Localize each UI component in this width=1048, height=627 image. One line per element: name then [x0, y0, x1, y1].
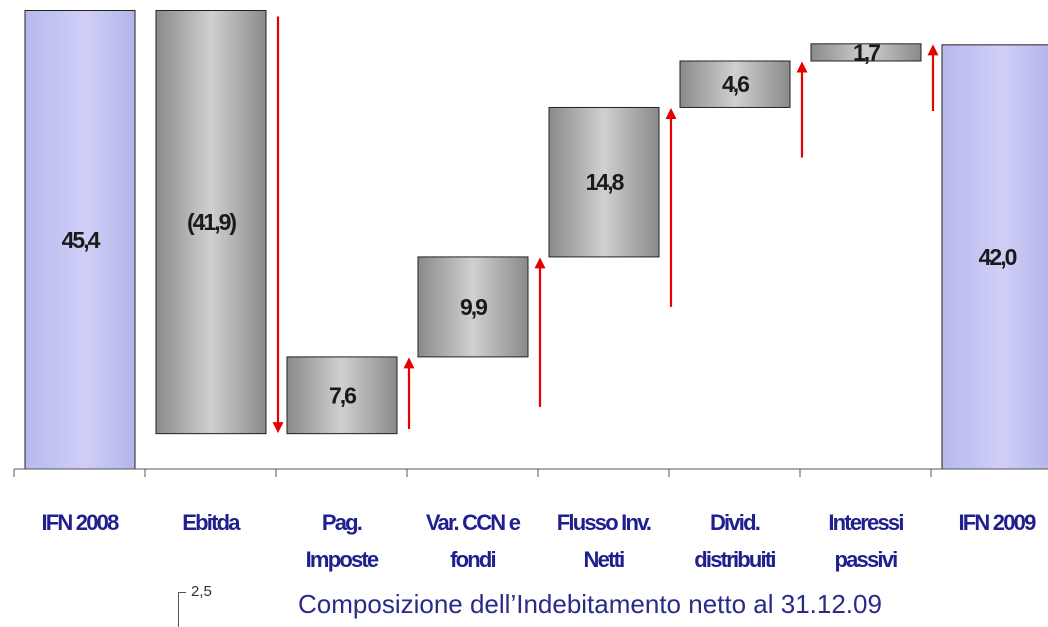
bar-pag-imposte: [286, 356, 398, 435]
category-label: IFN 2009: [958, 510, 1036, 535]
category-label: Flusso Inv.: [557, 510, 651, 535]
category-label: Pag.: [322, 510, 362, 535]
data-label: 4,6: [722, 71, 749, 97]
data-label: 14,8: [586, 169, 625, 195]
corner-bracket: [178, 592, 186, 627]
data-label: (41,9): [187, 209, 236, 235]
data-label: 7,6: [329, 382, 356, 408]
category-label: fondi: [450, 547, 495, 572]
category-label: Var. CCN e: [426, 510, 521, 535]
data-label: 9,9: [460, 294, 487, 320]
data-label: 1,7: [853, 39, 880, 65]
category-label: distribuiti: [694, 547, 775, 572]
data-label: 42,0: [979, 244, 1017, 270]
bar-divid-distribuiti: [679, 60, 791, 108]
corner-note: 2,5: [191, 583, 212, 600]
category-label: Ebitda: [182, 510, 241, 535]
category-label: Divid.: [710, 510, 760, 535]
bar-var-ccn-e-fondi: [417, 256, 529, 358]
chart-title: Composizione dell’Indebitamento netto al…: [298, 589, 882, 619]
bar-ifn-2008: [24, 10, 136, 470]
bar-ebitda: [155, 10, 267, 435]
bar-ifn-2009: [941, 44, 1048, 470]
bar-flusso-inv-netti: [548, 106, 660, 258]
category-label: Netti: [584, 547, 625, 572]
category-label: Interessi: [828, 510, 903, 535]
category-label: Imposte: [306, 547, 379, 572]
category-label: passivi: [834, 547, 897, 572]
bar-interessi-passivi: [810, 43, 922, 62]
category-label: IFN 2008: [41, 510, 119, 535]
data-label: 45,4: [62, 227, 101, 253]
